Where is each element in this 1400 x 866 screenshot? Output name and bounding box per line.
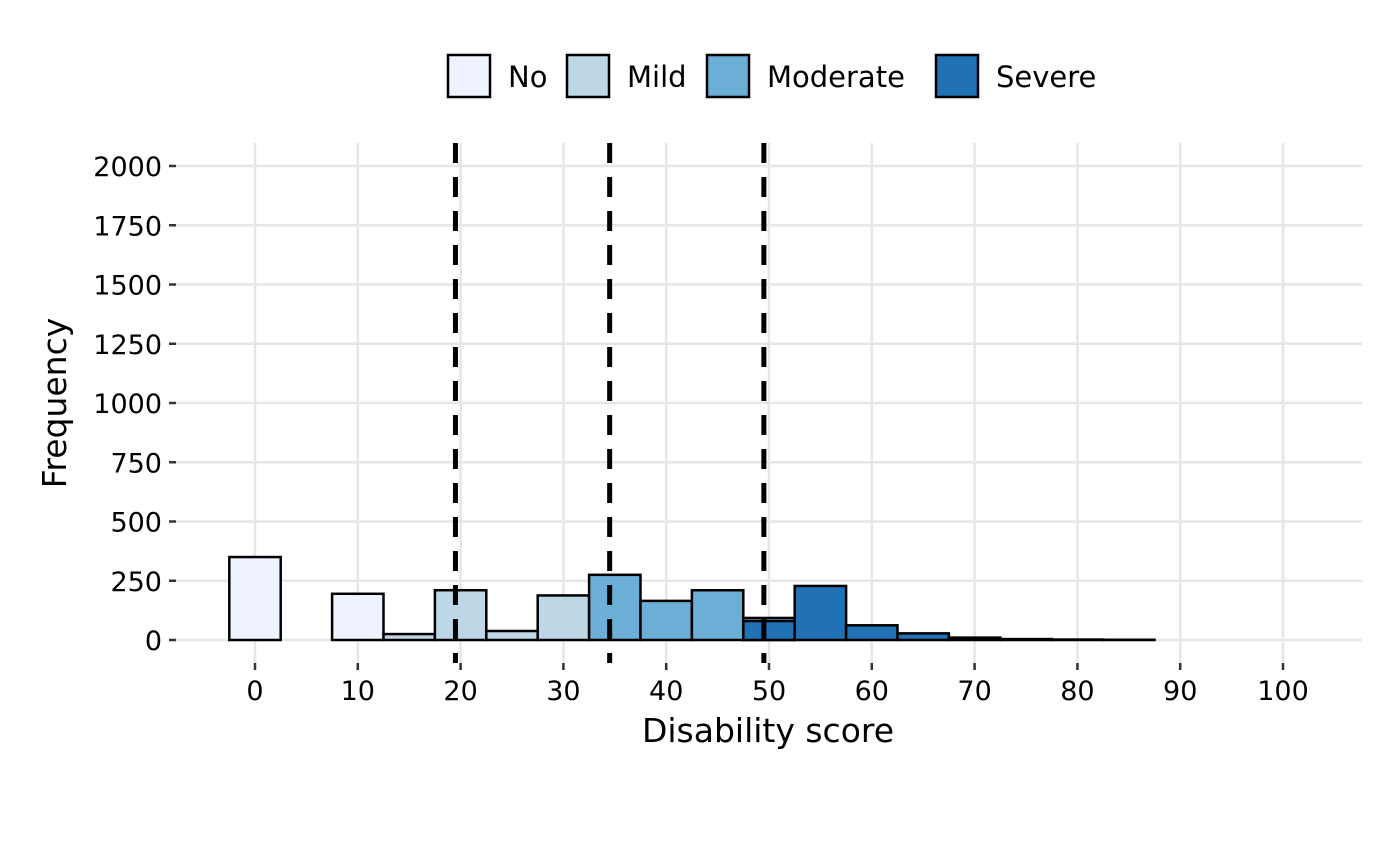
x-tick-label: 50 [752,676,786,707]
legend-item: Moderate [705,53,905,99]
x-tick-label: 80 [1060,676,1094,707]
legend-item: Severe [934,53,1096,99]
x-tick-label: 0 [246,676,263,707]
x-axis: 0 10 20 30 40 50 60 70 80 90 100 [246,663,1309,707]
x-tick-label: 100 [1257,676,1309,707]
legend-label: Mild [627,60,687,94]
bar [793,584,848,642]
bar [690,588,745,642]
legend-key [705,53,751,99]
x-tick-label: 30 [546,676,580,707]
legend-item: No [446,53,547,99]
legend-label: No [508,60,547,94]
bar [587,573,642,642]
bar [228,555,282,642]
bar [330,592,385,642]
x-tick-label: 70 [957,676,991,707]
x-axis-title: Disability score [642,711,894,750]
bar [999,637,1053,642]
legend-item: Mild [565,53,687,99]
y-tick-label: 500 [110,508,162,539]
threshold-lines [452,143,767,663]
bar [896,632,951,642]
bar [433,588,488,642]
y-tick-label: 1250 [93,330,162,361]
legend-label: Moderate [767,60,905,94]
legend-key [565,53,611,99]
x-tick-label: 40 [649,676,683,707]
y-axis-title: Frequency [35,318,74,488]
legend-label: Severe [996,60,1096,94]
y-axis: 0 250 500 750 1000 1250 1500 1750 2000 [93,152,176,657]
bar [382,632,437,642]
y-tick-label: 1500 [93,271,162,302]
bar [947,636,1002,642]
bars [228,555,1156,642]
x-tick-label: 90 [1163,676,1197,707]
x-tick-label: 20 [443,676,477,707]
y-tick-label: 750 [110,448,162,479]
legend: No Mild Moderate Severe [446,53,1096,99]
bar [844,624,899,642]
legend-key [934,53,980,99]
x-tick-label: 10 [341,676,375,707]
grid-lines [176,143,1362,663]
y-tick-label: 1750 [93,211,162,242]
y-tick-label: 0 [145,626,162,657]
y-tick-label: 1000 [93,389,162,420]
bar [742,619,796,642]
legend-key [446,53,492,99]
bar [639,599,694,642]
bar [536,594,591,642]
bar [485,629,539,642]
x-tick-label: 60 [855,676,889,707]
y-tick-label: 250 [110,567,162,598]
y-tick-label: 2000 [93,152,162,183]
